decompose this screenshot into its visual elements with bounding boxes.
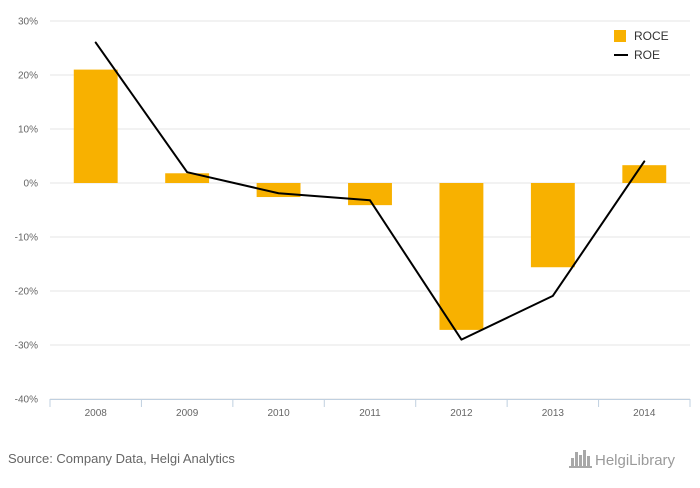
x-tick-label: 2010 — [267, 408, 290, 419]
y-tick-label: -10% — [15, 233, 38, 244]
point-roe — [369, 199, 371, 202]
y-tick-label: -30% — [15, 341, 38, 352]
helgi-library-logo-icon — [569, 450, 592, 468]
y-tick-label: 10% — [18, 125, 38, 136]
point-roe — [643, 160, 646, 163]
x-tick-label: 2012 — [450, 408, 473, 419]
x-tick-label: 2011 — [359, 408, 381, 419]
y-tick-label: -20% — [15, 287, 38, 298]
axes: -40% -30% -20% -10% 0% 10% 20% 30% 2008 2009 2010 2… — [15, 17, 691, 419]
y-tick-label: 20% — [18, 71, 38, 82]
bar-roce — [622, 165, 667, 183]
bar-roce — [73, 69, 118, 183]
legend: ROCE ROE — [614, 29, 669, 62]
point-roe — [277, 192, 280, 195]
y-tick-label: 0% — [24, 179, 39, 190]
point-roe — [552, 295, 554, 297]
brand-name: HelgiLibrary — [595, 452, 676, 469]
legend-swatch-roce — [614, 30, 626, 42]
y-tick-label: 30% — [18, 17, 38, 28]
x-tick-label: 2014 — [633, 408, 656, 419]
y-tick-label: -40% — [15, 395, 38, 406]
roe-line — [94, 41, 646, 341]
legend-label-roe: ROE — [634, 48, 660, 62]
bar-roce — [165, 173, 210, 183]
legend-label-roce: ROCE — [634, 29, 669, 43]
point-roe — [94, 41, 97, 44]
x-tick-label: 2008 — [85, 408, 108, 419]
brand-logo[interactable]: HelgiLibrary — [569, 450, 676, 469]
x-tick-label: 2013 — [542, 408, 565, 419]
bar-roce — [530, 183, 575, 268]
gridlines — [50, 20, 690, 400]
source-caption: Source: Company Data, Helgi Analytics — [8, 451, 235, 466]
bar-roce — [439, 183, 484, 330]
point-roe — [460, 338, 463, 341]
x-tick-label: 2009 — [176, 408, 199, 419]
point-roe — [186, 171, 188, 173]
